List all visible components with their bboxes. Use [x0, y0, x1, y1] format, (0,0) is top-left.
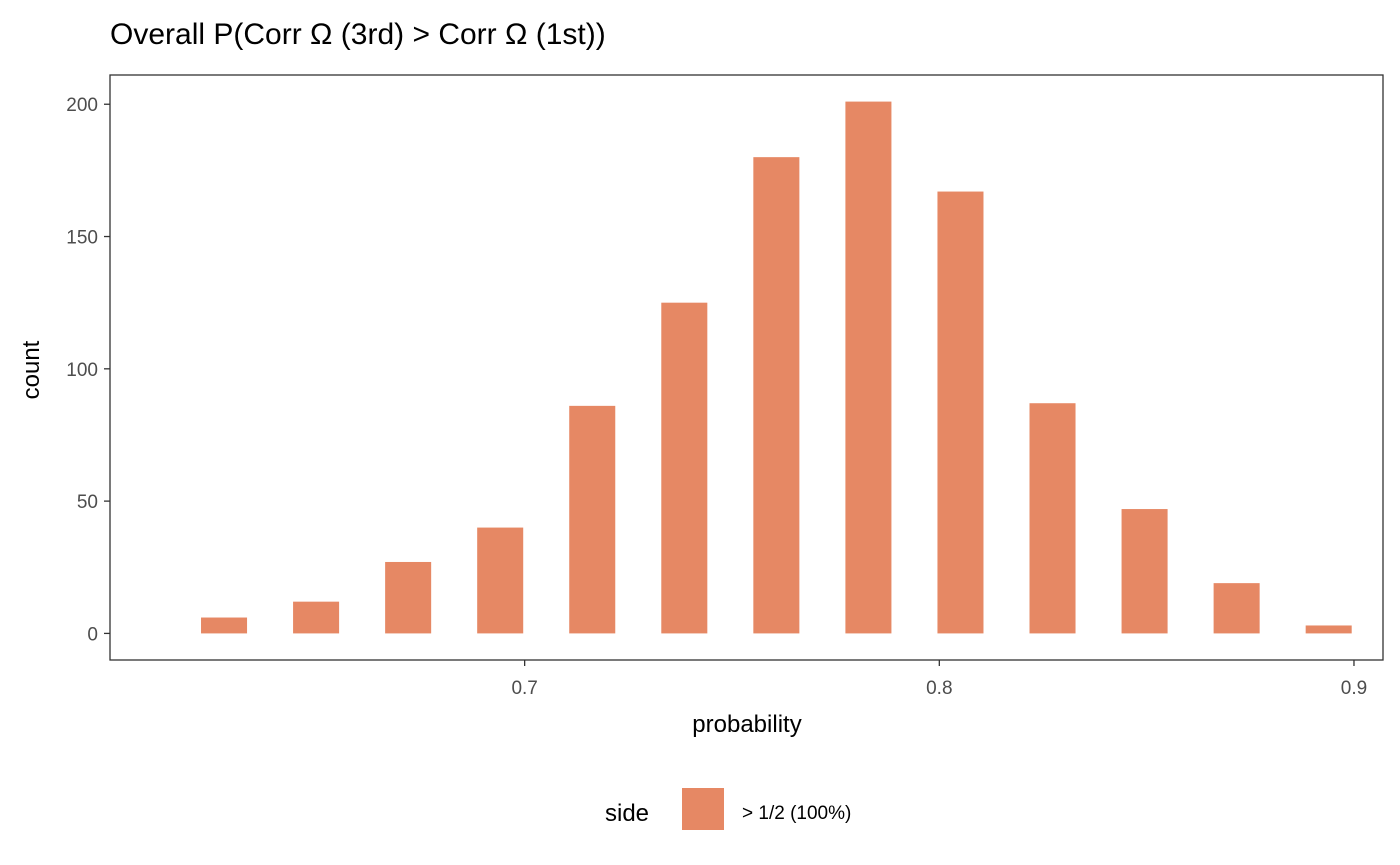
legend-swatch — [682, 788, 724, 830]
plot-area: 0 50 100 150 200 0.7 0.8 0.9 — [66, 74, 1384, 699]
bar — [569, 405, 616, 634]
legend-label: > 1/2 (100%) — [742, 803, 851, 824]
bar — [201, 617, 248, 634]
bar — [1029, 403, 1076, 634]
bar — [293, 601, 340, 634]
bar — [1305, 625, 1352, 634]
bar — [937, 191, 984, 634]
bar — [753, 157, 800, 634]
y-tick-label: 0 — [87, 624, 98, 645]
bar — [477, 527, 524, 634]
bar — [1213, 583, 1260, 634]
y-tick-label: 200 — [66, 95, 98, 116]
x-tick-label: 0.8 — [926, 678, 952, 699]
panel-border — [109, 74, 1384, 661]
x-tick-label: 0.7 — [511, 678, 537, 699]
chart-title: Overall P(Corr Ω (3rd) > Corr Ω (1st)) — [110, 18, 606, 51]
bar — [385, 561, 432, 634]
y-tick-label: 150 — [66, 228, 98, 249]
bar — [1121, 509, 1168, 634]
legend-title: side — [605, 800, 649, 827]
x-axis-title: probability — [692, 711, 801, 738]
legend: side > 1/2 (100%) — [605, 788, 851, 830]
y-tick-label: 100 — [66, 360, 98, 381]
y-axis-title: count — [18, 340, 45, 399]
bar — [661, 302, 708, 634]
bar — [845, 101, 892, 634]
y-tick-label: 50 — [77, 492, 98, 513]
x-tick-label: 0.9 — [1341, 678, 1367, 699]
